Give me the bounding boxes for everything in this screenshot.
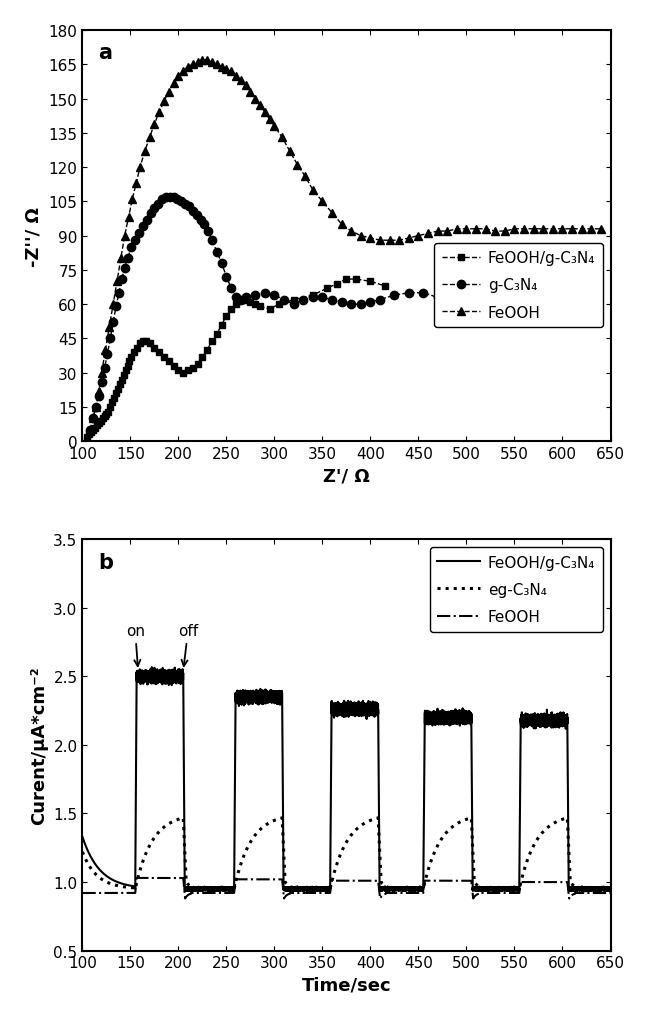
FeOOH/g-C₃N₄ [381, 280, 389, 292]
g-C₃N₄ [127, 242, 135, 254]
g-C₃N₄ [86, 424, 94, 436]
FeOOH/g-C₃N₄ [148, 661, 156, 674]
Y-axis label: Curent/μA*cm⁻²: Curent/μA*cm⁻² [30, 666, 47, 824]
X-axis label: Time/sec: Time/sec [302, 976, 391, 994]
eg-C₃N₄ [252, 828, 259, 841]
eg-C₃N₄ [540, 825, 547, 838]
FeOOH/g-C₃N₄ [606, 882, 614, 895]
eg-C₃N₄ [285, 879, 292, 892]
g-C₃N₄ [218, 258, 226, 270]
FeOOH/g-C₃N₄ [116, 379, 124, 391]
g-C₃N₄ [154, 199, 162, 211]
FeOOH [189, 59, 197, 71]
Legend: FeOOH/g-C₃N₄, eg-C₃N₄, FeOOH: FeOOH/g-C₃N₄, eg-C₃N₄, FeOOH [430, 547, 603, 632]
g-C₃N₄ [347, 299, 355, 311]
eg-C₃N₄ [564, 812, 571, 824]
FeOOH [232, 70, 240, 83]
FeOOH [235, 873, 243, 886]
FeOOH [597, 223, 604, 235]
eg-C₃N₄ [79, 846, 86, 858]
Line: eg-C₃N₄: eg-C₃N₄ [83, 818, 610, 889]
g-C₃N₄ [434, 291, 441, 304]
eg-C₃N₄ [235, 864, 243, 876]
FeOOH [376, 892, 384, 904]
FeOOH/g-C₃N₄ [552, 714, 560, 727]
FeOOH/g-C₃N₄ [120, 370, 127, 382]
Y-axis label: -Z''/ Ω: -Z''/ Ω [25, 207, 43, 266]
FeOOH [252, 873, 259, 886]
FeOOH/g-C₃N₄ [367, 276, 374, 288]
FeOOH [552, 876, 560, 889]
FeOOH/g-C₃N₄ [83, 431, 91, 443]
FeOOH/g-C₃N₄ [213, 328, 221, 340]
FeOOH/g-C₃N₄ [540, 714, 547, 727]
FeOOH [606, 887, 614, 899]
g-C₃N₄ [200, 219, 208, 231]
FeOOH/g-C₃N₄ [155, 346, 163, 359]
FeOOH/g-C₃N₄ [79, 830, 86, 843]
FeOOH/g-C₃N₄ [252, 695, 259, 707]
FeOOH/g-C₃N₄ [285, 882, 292, 895]
FeOOH [133, 872, 140, 884]
g-C₃N₄ [162, 192, 170, 204]
FeOOH [101, 344, 109, 357]
Line: g-C₃N₄: g-C₃N₄ [86, 194, 442, 434]
FeOOH [285, 889, 292, 901]
eg-C₃N₄ [552, 816, 560, 828]
Text: on: on [125, 624, 145, 666]
FeOOH/g-C₃N₄ [235, 700, 243, 712]
eg-C₃N₄ [376, 853, 384, 865]
Line: FeOOH/g-C₃N₄: FeOOH/g-C₃N₄ [83, 667, 610, 892]
Line: FeOOH/g-C₃N₄: FeOOH/g-C₃N₄ [84, 276, 388, 440]
g-C₃N₄ [121, 262, 129, 274]
FeOOH [261, 107, 268, 119]
FeOOH [181, 893, 189, 905]
FeOOH [86, 424, 94, 436]
FeOOH/g-C₃N₄ [376, 882, 384, 895]
Text: b: b [98, 552, 113, 572]
Legend: FeOOH/g-C₃N₄, g-C₃N₄, FeOOH: FeOOH/g-C₃N₄, g-C₃N₄, FeOOH [434, 244, 603, 328]
FeOOH/g-C₃N₄ [343, 274, 350, 286]
X-axis label: Z'/ Ω: Z'/ Ω [323, 468, 370, 485]
FeOOH/g-C₃N₄ [146, 337, 153, 350]
Text: off: off [178, 624, 198, 666]
FeOOH [133, 177, 140, 190]
FeOOH/g-C₃N₄ [385, 886, 393, 898]
FeOOH [79, 887, 86, 899]
FeOOH [540, 876, 547, 889]
eg-C₃N₄ [606, 882, 614, 895]
Text: a: a [98, 43, 112, 63]
Line: FeOOH: FeOOH [83, 878, 610, 899]
Line: FeOOH: FeOOH [86, 57, 605, 434]
FeOOH [198, 55, 206, 67]
FeOOH [395, 234, 403, 247]
